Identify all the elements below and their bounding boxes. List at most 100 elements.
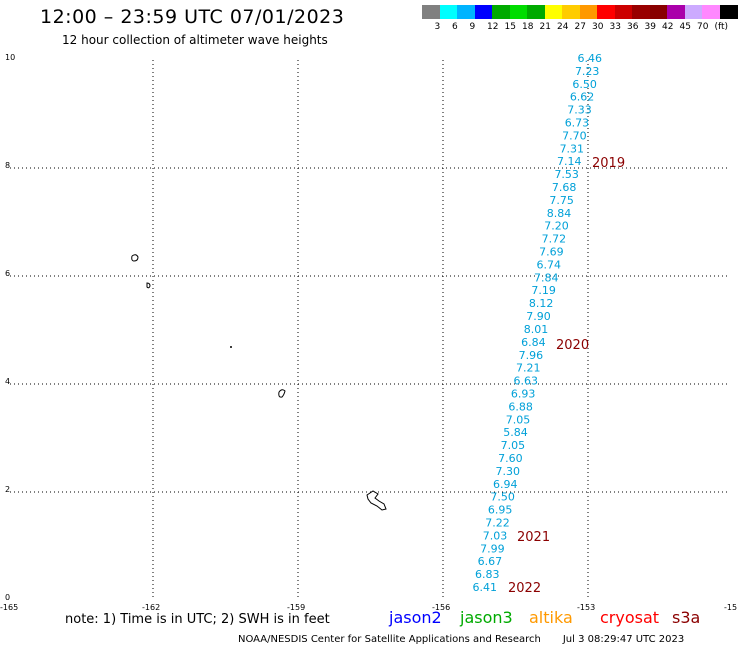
legend-label: 39 <box>644 22 656 32</box>
wave-height-label: 6.46 <box>578 52 603 65</box>
page-title: 12:00 – 23:59 UTC 07/01/2023 <box>40 6 345 28</box>
wave-height-label: 6.84 <box>521 336 546 349</box>
satellite-name: cryosat <box>600 608 660 627</box>
wave-height-label: 7.31 <box>560 142 585 155</box>
legend-swatch <box>457 5 475 19</box>
lon-tick-label: -159 <box>287 603 306 612</box>
island-kauai <box>131 254 139 262</box>
wave-height-label: 7.50 <box>490 491 515 504</box>
legend-label: 21 <box>539 22 551 32</box>
year-label: 2021 <box>517 530 550 545</box>
legend-swatch <box>649 5 668 19</box>
page-subtitle: 12 hour collection of altimeter wave hei… <box>62 33 328 47</box>
wave-height-label: 6.74 <box>537 258 562 271</box>
legend-label: 3 <box>434 22 441 32</box>
legend-swatch <box>562 5 580 19</box>
satellite-name: altika <box>529 608 573 627</box>
wave-height-label: 7.75 <box>549 194 574 207</box>
legend-label: 12 <box>487 22 499 32</box>
lat-tick-label: 8 <box>5 161 11 170</box>
island-small <box>230 346 232 348</box>
legend-label: 30 <box>592 22 604 32</box>
legend-swatch <box>527 5 545 19</box>
legend-swatch <box>492 5 510 19</box>
wave-height-label: 6.83 <box>475 568 500 581</box>
wave-height-label: 7.03 <box>483 529 508 542</box>
wave-height-label: 7.19 <box>531 284 556 297</box>
satellite-name: s3a <box>672 608 701 627</box>
legend-label: 15 <box>504 22 516 32</box>
legend-label: 42 <box>662 22 674 32</box>
legend-label: (ft) <box>714 22 729 32</box>
wave-height-label: 6.73 <box>565 117 590 130</box>
legend-swatch <box>597 5 615 19</box>
legend-label: 27 <box>574 22 586 32</box>
wave-height-label: 7.72 <box>542 233 567 246</box>
altimeter-track: 6.467.236.506.627.336.737.707.317.147.53… <box>473 52 603 594</box>
wave-height-label: 5.84 <box>503 426 528 439</box>
wave-height-label: 6.94 <box>493 478 518 491</box>
wave-height-label: 7.22 <box>485 516 510 529</box>
wave-height-label: 6.50 <box>572 78 597 91</box>
wave-height-label: 7.96 <box>519 349 544 362</box>
legend-swatch <box>474 5 493 19</box>
island-maui <box>278 389 286 398</box>
legend-label: 33 <box>609 22 621 32</box>
wave-height-label: 6.62 <box>570 91 595 104</box>
wave-height-label: 7.20 <box>544 220 569 233</box>
wave-height-label: 8.12 <box>529 297 554 310</box>
wave-height-label: 8.01 <box>524 323 549 336</box>
wave-height-label: 7.33 <box>567 104 592 117</box>
wave-height-label: 6.88 <box>508 400 533 413</box>
wave-height-label: 7.70 <box>562 129 587 142</box>
island-oahu <box>146 282 151 289</box>
satellite-name: jason3 <box>460 608 513 627</box>
wave-height-label: 6.41 <box>473 581 498 594</box>
lat-tick-label: 10 <box>5 53 16 62</box>
island-big <box>366 490 387 511</box>
lat-tick-label: 0 <box>5 593 11 602</box>
year-label: 2019 <box>592 156 625 171</box>
wave-height-label: 7.69 <box>539 246 564 259</box>
wave-height-label: 6.95 <box>488 504 513 517</box>
lon-tick-label: -153 <box>577 603 596 612</box>
wave-height-label: 7.23 <box>575 65 600 78</box>
legend-swatch <box>667 5 685 19</box>
wave-height-label: 7.90 <box>526 310 551 323</box>
year-label: 2020 <box>556 338 589 353</box>
lon-tick-label: -162 <box>142 603 161 612</box>
credit-text: NOAA/NESDIS Center for Satellite Applica… <box>238 634 541 645</box>
credit-line: NOAA/NESDIS Center for Satellite Applica… <box>238 634 684 645</box>
legend-swatch <box>422 5 440 19</box>
timestamp: Jul 3 08:29:47 UTC 2023 <box>562 634 685 645</box>
island-outlines <box>131 254 387 511</box>
wave-height-label: 7.84 <box>534 271 559 284</box>
lat-tick-label: 4 <box>5 377 11 386</box>
legend-label: 24 <box>557 22 569 32</box>
lon-tick-label: -165 <box>0 603 19 612</box>
legend-label: 36 <box>627 22 639 32</box>
legend-swatch <box>579 5 598 19</box>
legend-swatch <box>614 5 633 19</box>
wave-height-label: 6.63 <box>513 375 538 388</box>
legend-label: 6 <box>452 22 458 32</box>
year-labels: 2019 2020 2021 2022 <box>508 156 625 596</box>
year-label: 2022 <box>508 581 541 596</box>
wave-height-label: 7.99 <box>480 542 505 555</box>
wave-height-label: 7.05 <box>501 439 526 452</box>
wave-height-label: 7.53 <box>554 168 579 181</box>
footer-note: note: 1) Time is in UTC; 2) SWH is in fe… <box>65 612 330 627</box>
wave-height-label: 8.84 <box>547 207 572 220</box>
graticule <box>10 60 728 600</box>
legend-swatch <box>544 5 563 19</box>
lat-tick-label: 6 <box>5 269 11 278</box>
wave-height-label: 6.93 <box>511 387 536 400</box>
legend-label: 45 <box>679 22 691 32</box>
lon-tick-label: -156 <box>432 603 451 612</box>
legend-swatch <box>509 5 528 19</box>
wave-height-label: 7.68 <box>552 181 577 194</box>
legend-swatch <box>719 5 738 19</box>
wave-height-label: 7.21 <box>516 362 541 375</box>
wave-height-label: 7.30 <box>496 465 521 478</box>
